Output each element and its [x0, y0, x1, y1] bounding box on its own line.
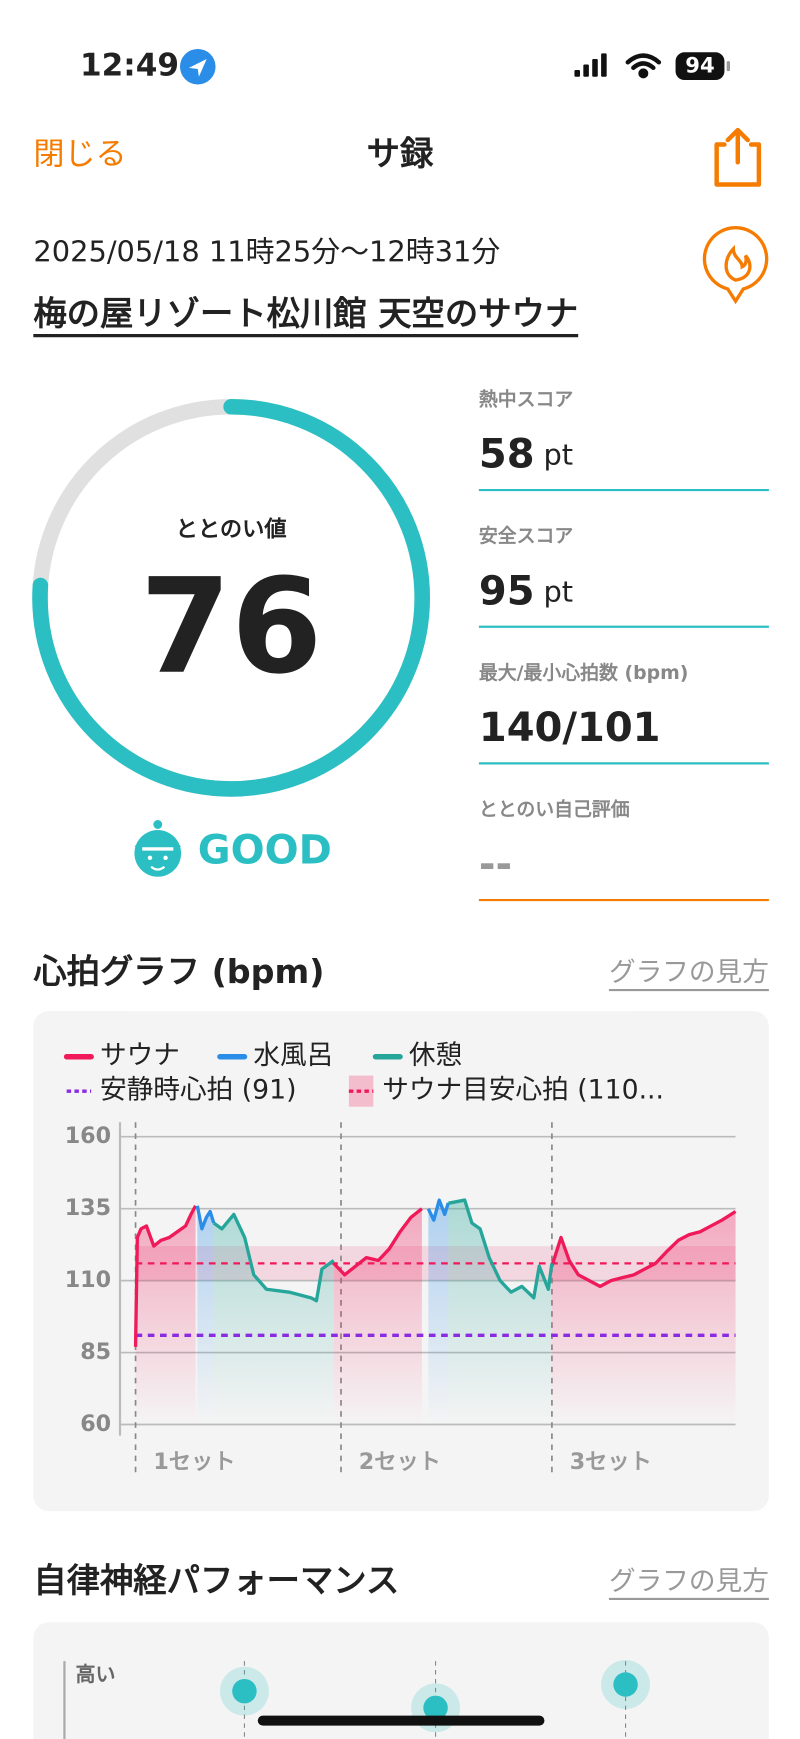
- metric-value-row: 58 pt: [479, 432, 573, 478]
- help-link[interactable]: グラフの見方: [609, 957, 769, 988]
- legend-label: 休憩: [409, 1040, 462, 1071]
- y-tick-label: 135: [65, 1195, 111, 1221]
- signal-icon: [574, 53, 607, 77]
- score-value: 76: [140, 550, 322, 703]
- location-icon: [180, 48, 216, 85]
- metric-value: 58: [479, 432, 535, 478]
- metric-value-row: 140/101: [479, 705, 661, 751]
- hr-line: [195, 1198, 450, 1231]
- score-label: ととのい値: [176, 517, 287, 543]
- gauge-arc: [32, 398, 430, 797]
- session-datetime: 2025/05/18 11時25分〜12時31分: [33, 234, 500, 268]
- metric-unit: pt: [543, 574, 573, 608]
- wifi-icon: [625, 53, 662, 79]
- metric-unit: pt: [543, 438, 573, 472]
- set-label: 3セット: [570, 1449, 652, 1475]
- metric-label: ととのい自己評価: [479, 798, 630, 821]
- nav-title: サ録: [367, 134, 434, 173]
- axis-label: 高い: [76, 1662, 116, 1686]
- y-tick-label: 160: [65, 1123, 111, 1149]
- home-indicator: [257, 1715, 545, 1726]
- battery-level: 94: [685, 53, 714, 78]
- legend-label: サウナ目安心拍 (110...: [382, 1075, 664, 1106]
- metric-value: 95: [479, 568, 535, 614]
- battery-tip: [726, 61, 730, 72]
- legend-label: 水風呂: [253, 1040, 333, 1071]
- metric-value: 140/101: [479, 705, 661, 751]
- metric-label: 安全スコア: [479, 524, 573, 547]
- hr-line: [133, 1205, 737, 1347]
- y-tick-label: 60: [80, 1411, 111, 1437]
- metric-label: 最大/最小心拍数 (bpm): [479, 661, 689, 684]
- chart-card: [33, 1622, 769, 1739]
- metric-value-row: 95 pt: [479, 568, 573, 614]
- set-label: 1セット: [153, 1449, 235, 1475]
- rating-icon: [134, 820, 182, 877]
- heat-button[interactable]: [702, 226, 769, 305]
- set-label: 2セット: [359, 1449, 441, 1475]
- rating: GOOD: [198, 827, 332, 873]
- y-tick-label: 85: [80, 1339, 111, 1365]
- phase-area: [213, 1200, 552, 1425]
- metric-value-row: --: [479, 842, 512, 888]
- section-title: 心拍グラフ (bpm): [33, 952, 324, 991]
- section-title: 自律神経パフォーマンス: [33, 1561, 399, 1600]
- status-time: 12:49: [80, 48, 179, 84]
- share-button[interactable]: [714, 127, 762, 187]
- help-link[interactable]: グラフの見方: [609, 1566, 769, 1597]
- hr-line: [212, 1198, 554, 1303]
- close-button[interactable]: 閉じる: [33, 137, 126, 173]
- metric-label: 熱中スコア: [479, 388, 573, 411]
- legend-label: 安静時心拍 (91): [100, 1075, 296, 1106]
- metric-value: --: [479, 842, 512, 888]
- phase-area: [135, 1205, 736, 1425]
- facility-name[interactable]: 梅の屋リゾート松川館 天空のサウナ: [33, 294, 578, 333]
- y-tick-label: 110: [65, 1267, 111, 1293]
- legend-label: サウナ: [100, 1040, 180, 1071]
- battery-icon: [675, 52, 725, 81]
